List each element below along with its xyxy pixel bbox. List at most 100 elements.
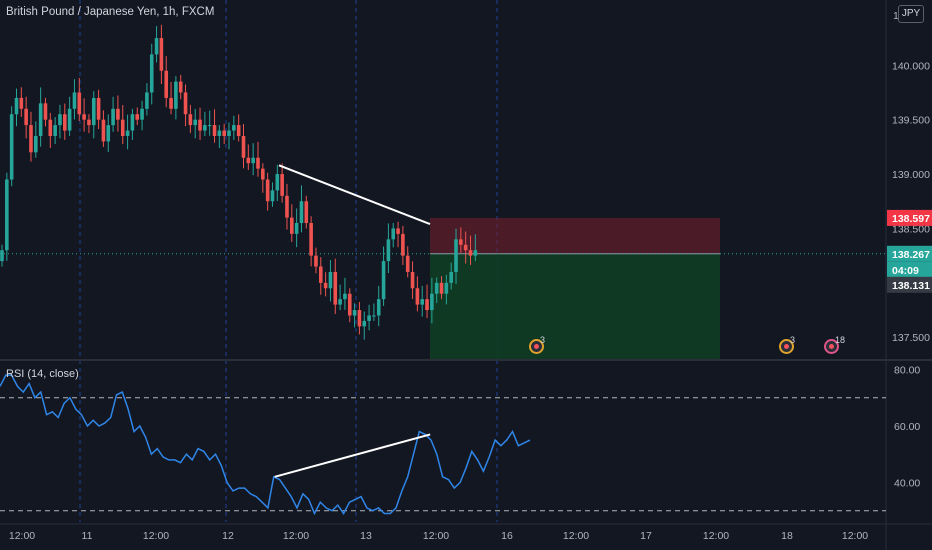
candle [357, 310, 362, 327]
candle [9, 114, 14, 180]
candle [401, 233, 405, 256]
candle [34, 135, 38, 153]
candle [96, 97, 101, 120]
candle [449, 271, 453, 283]
earnings-event-icon[interactable] [529, 339, 544, 354]
stop-price-tag: 138.597 [892, 213, 930, 225]
rsi-axis-label: 40.00 [894, 477, 920, 489]
candle [434, 282, 439, 294]
candle [212, 125, 217, 136]
candle [106, 125, 111, 142]
candle [236, 125, 241, 136]
price-axis-label: 1 [893, 10, 899, 22]
candle [169, 97, 173, 109]
candle [256, 157, 260, 169]
candle [91, 97, 96, 126]
candle [101, 119, 106, 142]
time-axis-label: 16 [501, 530, 513, 542]
candle [381, 261, 386, 300]
time-axis-label: 12 [222, 530, 234, 542]
candle [391, 228, 396, 240]
candle [145, 92, 149, 109]
candle [318, 266, 323, 283]
candle [285, 195, 289, 218]
candle [38, 103, 43, 136]
target-price-tag-bg [887, 276, 932, 293]
candle [58, 114, 62, 126]
candle [444, 282, 449, 294]
stop-loss-zone [430, 217, 720, 254]
candle [43, 103, 48, 120]
price-trendline [278, 164, 431, 226]
candle [270, 190, 275, 202]
earnings-event-icon[interactable] [779, 339, 794, 354]
candle [420, 299, 425, 305]
price-axis-label: 139.000 [892, 169, 930, 181]
candle [174, 81, 178, 109]
candle [164, 70, 169, 98]
symbol-title: British Pound / Japanese Yen, 1h, FXCM [6, 6, 215, 18]
candle [290, 217, 294, 234]
candle [415, 288, 420, 305]
candle [125, 130, 130, 136]
current-price-tag-bg [887, 245, 932, 262]
candle [178, 81, 183, 93]
candle [347, 293, 352, 316]
dividend-event-icon[interactable] [824, 339, 839, 354]
candle [265, 179, 270, 202]
candle [82, 114, 86, 120]
candle [53, 125, 57, 136]
candle [352, 310, 357, 316]
target-price-tag: 138.131 [892, 280, 930, 292]
time-axis-label: 12:00 [423, 530, 449, 542]
candle [116, 108, 120, 120]
price-axis-label: 139.500 [892, 115, 930, 127]
candle [405, 255, 410, 272]
rsi-indicator-title: RSI (14, close) [6, 368, 79, 380]
candle [314, 255, 318, 267]
rsi-trendline [274, 433, 431, 478]
event-count: 3 [540, 335, 546, 345]
candle [207, 125, 212, 127]
candle [120, 119, 125, 136]
candle [328, 271, 333, 289]
time-axis-label: 12:00 [842, 530, 868, 542]
rsi-axis-label: 80.00 [894, 364, 920, 376]
candle [222, 130, 226, 136]
candle [362, 320, 367, 327]
take-profit-zone [430, 253, 720, 359]
candle [188, 114, 193, 126]
time-axis-label: 12:00 [563, 530, 589, 542]
candle [227, 130, 231, 136]
event-count: 3 [790, 335, 796, 345]
event-count: 18 [835, 335, 846, 345]
price-axis-label: 138.500 [892, 223, 930, 235]
candle [396, 228, 400, 234]
time-axis-label: 12:00 [143, 530, 169, 542]
candle [203, 125, 207, 131]
candle [48, 119, 53, 136]
candle [439, 282, 444, 294]
candle [72, 92, 77, 109]
rsi-line [0, 374, 531, 516]
candle [454, 239, 458, 272]
candle [149, 54, 154, 93]
candle [294, 223, 299, 234]
candle [299, 201, 304, 224]
candle [304, 201, 309, 224]
price-axis-label: 140.000 [892, 60, 930, 72]
time-axis-label: 18 [781, 530, 793, 542]
candle [29, 125, 33, 153]
candle [0, 250, 4, 262]
candle [376, 299, 381, 316]
candle [425, 299, 429, 311]
currency-badge[interactable]: JPY [898, 5, 924, 23]
current-price-tag: 138.267 [892, 249, 930, 261]
candle [459, 239, 463, 245]
candle [333, 271, 338, 305]
candle [473, 250, 478, 256]
time-axis-label: 12:00 [703, 530, 729, 542]
candle [261, 168, 265, 180]
candle [309, 223, 313, 256]
